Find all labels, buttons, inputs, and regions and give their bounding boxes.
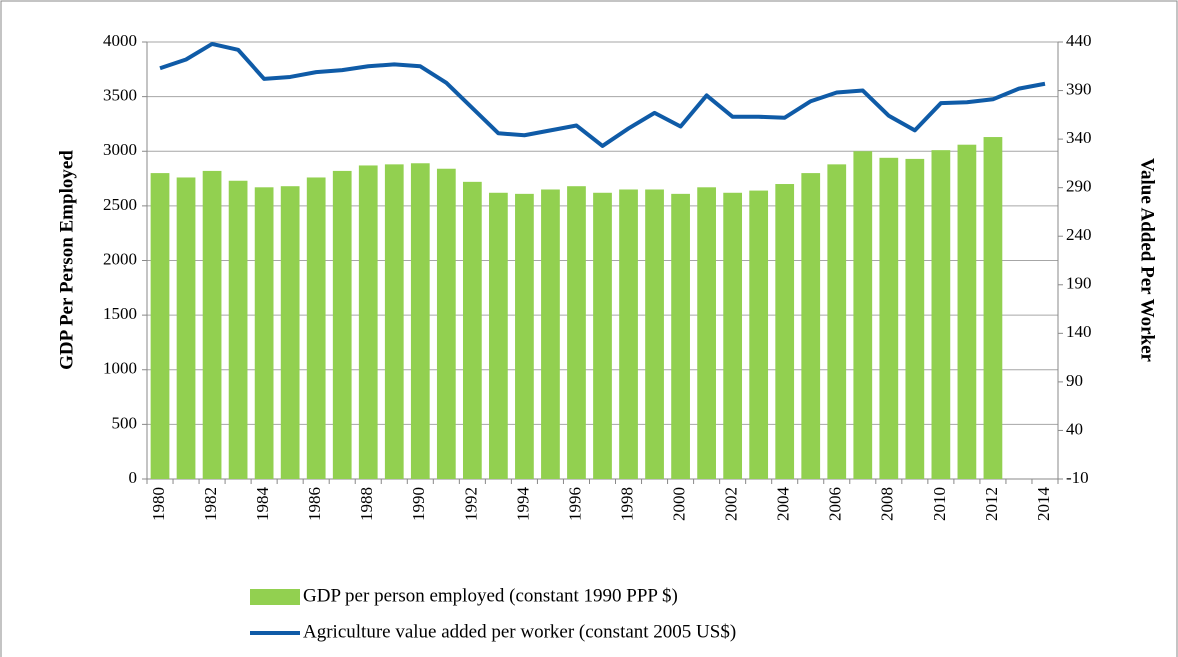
y2-tick-label: 440: [1066, 31, 1092, 50]
legend-label: Agriculture value added per worker (cons…: [303, 621, 736, 642]
x-tick-label: 2008: [878, 487, 897, 521]
y2-tick-label: 40: [1066, 419, 1083, 438]
bar: [567, 186, 586, 479]
y-tick-label: 4000: [103, 31, 137, 50]
bar: [749, 190, 769, 479]
y2-tick-label: 90: [1066, 371, 1083, 390]
x-tick-label: 2006: [826, 487, 845, 521]
bar: [254, 187, 274, 480]
x-tick-label: 2000: [669, 487, 688, 521]
bar: [541, 189, 560, 480]
x-tick-label: 1998: [617, 487, 636, 521]
y-axis-title: GDP Per Person Employed: [56, 150, 77, 370]
bar: [827, 164, 847, 480]
y2-tick-label: 240: [1066, 225, 1092, 244]
x-tick-label: 1982: [201, 487, 220, 521]
bar: [593, 192, 612, 479]
x-tick-label: 2012: [982, 487, 1001, 521]
x-tick-label: 1992: [461, 487, 480, 521]
bar: [671, 193, 690, 480]
x-tick-label: 2010: [930, 487, 949, 521]
bar: [957, 144, 977, 479]
bar: [228, 180, 248, 479]
bar: [515, 193, 534, 480]
y-tick-label: 2500: [103, 195, 137, 214]
bar: [645, 189, 664, 480]
bar: [723, 192, 743, 479]
legend-label: GDP per person employed (constant 1990 P…: [303, 585, 678, 606]
x-tick-label: 1988: [357, 487, 376, 521]
y-tick-label: 3000: [103, 140, 137, 159]
x-tick-label: 2002: [722, 487, 741, 521]
y-tick-label: 1500: [103, 304, 137, 323]
y-tick-label: 1000: [103, 359, 137, 378]
bar: [905, 158, 925, 479]
y2-axis-title: Value Added Per Worker: [1137, 158, 1158, 362]
bar: [775, 184, 795, 479]
bar: [983, 137, 1003, 480]
bar: [150, 173, 170, 479]
y-tick-label: 2000: [103, 249, 137, 268]
y2-tick-label: 190: [1066, 274, 1092, 293]
bar: [176, 177, 196, 479]
x-tick-label: 1980: [149, 487, 168, 521]
bar: [306, 177, 326, 479]
bar: [280, 186, 300, 479]
x-tick-label: 1996: [565, 487, 584, 521]
y2-tick-label: 140: [1066, 322, 1092, 341]
bar: [801, 173, 821, 479]
y-tick-label: 0: [129, 468, 138, 487]
legend-swatch: [250, 589, 300, 605]
bar: [358, 165, 378, 479]
y2-tick-label: 390: [1066, 79, 1092, 98]
x-tick-label: 1994: [513, 487, 532, 522]
x-tick-label: 1984: [253, 487, 272, 522]
x-tick-label: 2004: [774, 487, 793, 522]
x-tick-label: 1986: [305, 487, 324, 521]
bar: [462, 181, 482, 479]
bar: [332, 170, 352, 480]
bar: [931, 150, 951, 479]
bar: [202, 170, 222, 480]
y-tick-label: 500: [112, 413, 138, 432]
bar: [436, 168, 456, 480]
bar: [384, 164, 404, 480]
bar: [489, 192, 508, 479]
bar: [879, 157, 899, 479]
bar: [697, 187, 716, 480]
x-tick-label: 2014: [1034, 487, 1053, 522]
y-tick-label: 3500: [103, 86, 137, 105]
x-tick-label: 1990: [409, 487, 428, 521]
bar: [853, 151, 873, 479]
bar: [619, 189, 638, 480]
bar: [410, 163, 430, 479]
line: [159, 41, 1046, 148]
y2-tick-label: 340: [1066, 128, 1092, 147]
y2-tick-label: -10: [1066, 468, 1089, 487]
y2-tick-label: 290: [1066, 177, 1092, 196]
